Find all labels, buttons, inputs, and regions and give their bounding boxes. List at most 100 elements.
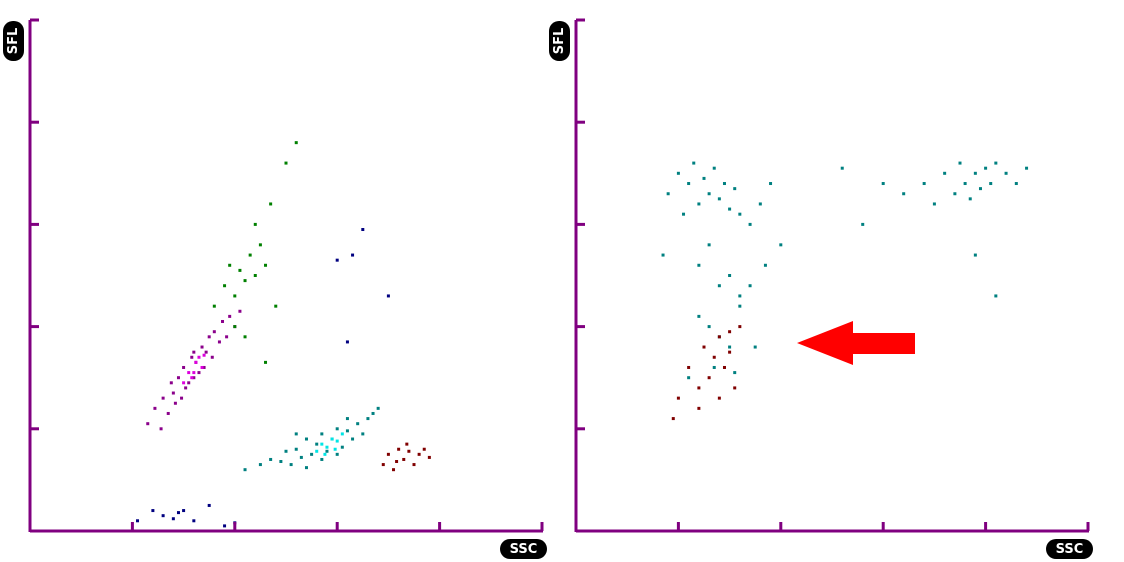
point [161, 514, 165, 518]
point [166, 411, 170, 415]
point [963, 182, 967, 186]
point [702, 176, 706, 180]
point [217, 340, 221, 344]
point [687, 376, 691, 380]
point [171, 517, 175, 521]
point [192, 350, 196, 354]
point [366, 417, 370, 421]
point [159, 427, 163, 431]
point [676, 396, 680, 400]
point [345, 429, 349, 433]
point [169, 381, 173, 385]
point [212, 304, 216, 308]
point [397, 447, 401, 451]
point [361, 228, 365, 232]
point [335, 427, 339, 431]
point [692, 161, 696, 165]
point [323, 452, 327, 456]
point [304, 437, 308, 441]
y-axis-label: SFL [552, 28, 567, 55]
point [738, 212, 742, 216]
point [207, 335, 211, 339]
point [184, 386, 188, 390]
point [136, 519, 140, 523]
point [258, 243, 262, 247]
point [753, 345, 757, 349]
point [151, 509, 155, 513]
point [422, 447, 426, 451]
point [210, 355, 214, 359]
point [335, 258, 339, 262]
point [221, 319, 225, 323]
point [200, 365, 204, 369]
point [978, 187, 982, 191]
point [351, 253, 355, 257]
point [697, 406, 701, 410]
point [173, 401, 177, 405]
point [264, 263, 268, 267]
point [881, 182, 885, 186]
y-axis-label: SFL [6, 28, 21, 55]
point [902, 192, 906, 196]
point [192, 376, 196, 380]
point [381, 463, 385, 467]
point [248, 253, 252, 257]
point [932, 202, 936, 206]
point [748, 284, 752, 288]
point [697, 386, 701, 390]
point [304, 466, 308, 470]
point [697, 314, 701, 318]
point [733, 386, 737, 390]
point [417, 452, 421, 456]
point [728, 207, 732, 211]
point [1025, 166, 1029, 170]
point [407, 449, 411, 453]
point [392, 468, 396, 472]
point [1014, 182, 1018, 186]
point [779, 243, 783, 247]
point [722, 365, 726, 369]
point [197, 371, 201, 375]
point [994, 294, 998, 298]
point [233, 294, 237, 298]
point [758, 202, 762, 206]
point [738, 294, 742, 298]
point [738, 304, 742, 308]
point [707, 243, 711, 247]
point [243, 335, 247, 339]
point [861, 222, 865, 226]
point [386, 452, 390, 456]
point [376, 406, 380, 410]
point [233, 325, 237, 329]
point [722, 182, 726, 186]
point [728, 345, 732, 349]
point [728, 350, 732, 354]
point [335, 439, 339, 443]
point [197, 355, 201, 359]
point [712, 355, 716, 359]
point [238, 268, 242, 272]
point [953, 192, 957, 196]
point [284, 449, 288, 453]
point [202, 365, 206, 369]
point [153, 406, 157, 410]
point [973, 171, 977, 175]
point [340, 445, 344, 449]
point [279, 460, 283, 464]
point [194, 360, 198, 364]
point [335, 452, 339, 456]
point [682, 212, 686, 216]
point [264, 360, 268, 364]
point [180, 396, 184, 400]
point [395, 460, 399, 464]
point [922, 182, 926, 186]
point [225, 335, 229, 339]
point [325, 445, 329, 449]
point [294, 141, 298, 145]
point [717, 284, 721, 288]
point [351, 437, 355, 441]
point [405, 442, 409, 446]
point [687, 365, 691, 369]
